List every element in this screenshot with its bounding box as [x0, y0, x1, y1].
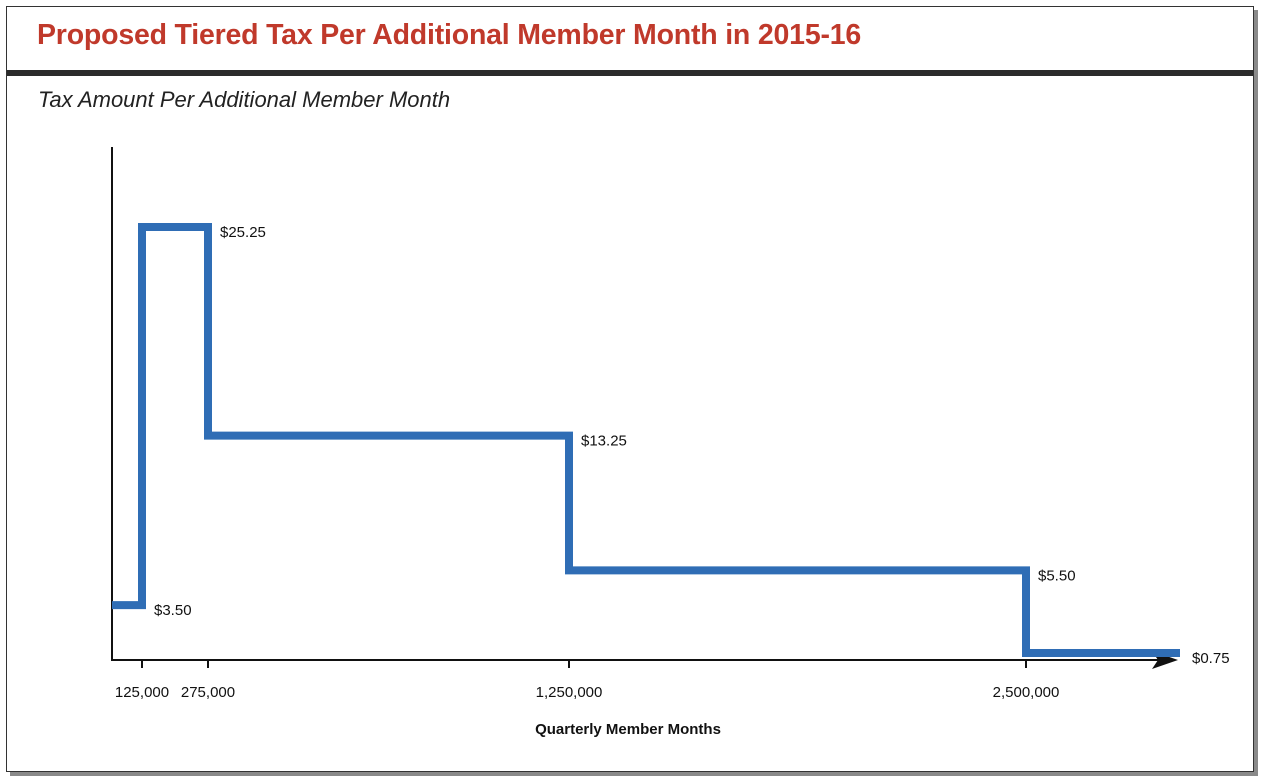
- data-label-3: $5.50: [1038, 567, 1076, 584]
- x-tick-label-2: 1,250,000: [536, 684, 603, 701]
- series-layer: [112, 223, 1180, 657]
- data-label-0: $3.50: [154, 602, 192, 619]
- x-axis-ticks: 125,000 275,000 1,250,000 2,500,000: [115, 660, 1059, 701]
- chart-subtitle: Tax Amount Per Additional Member Month: [38, 87, 451, 112]
- data-label-1: $25.25: [220, 224, 266, 241]
- x-tick-label-1: 275,000: [181, 684, 235, 701]
- data-label-4: $0.75: [1192, 650, 1230, 667]
- series-line-0: [112, 223, 1180, 657]
- x-axis-title: Quarterly Member Months: [535, 721, 721, 738]
- x-tick-label-0: 125,000: [115, 684, 169, 701]
- chart-title: Proposed Tiered Tax Per Additional Membe…: [37, 19, 862, 51]
- data-label-2: $13.25: [581, 433, 627, 450]
- data-labels: $3.50 $25.25 $13.25 $5.50 $0.75: [154, 224, 1230, 667]
- chart-frame: Proposed Tiered Tax Per Additional Membe…: [6, 6, 1254, 772]
- title-divider: [7, 70, 1253, 76]
- x-tick-label-3: 2,500,000: [993, 684, 1060, 701]
- chart-axes: [111, 147, 1178, 669]
